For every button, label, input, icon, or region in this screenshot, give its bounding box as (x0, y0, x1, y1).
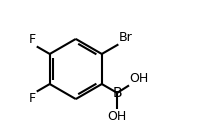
Text: F: F (29, 92, 36, 105)
Text: F: F (29, 33, 36, 46)
Text: B: B (112, 86, 122, 100)
Text: OH: OH (130, 72, 149, 85)
Text: OH: OH (108, 110, 127, 123)
Text: Br: Br (119, 31, 133, 44)
